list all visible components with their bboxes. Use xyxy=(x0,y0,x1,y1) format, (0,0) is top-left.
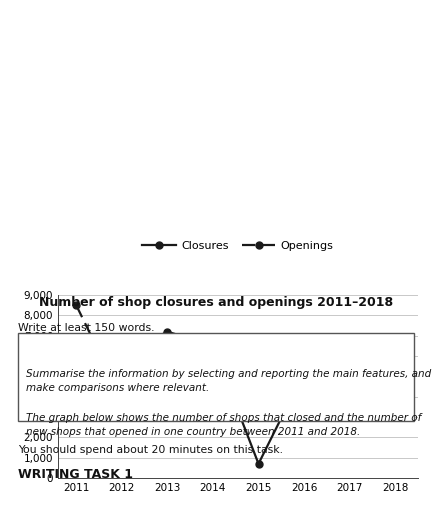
Text: WRITING TASK 1: WRITING TASK 1 xyxy=(18,468,133,481)
Text: The graph below shows the number of shops that closed and the number of
new shop: The graph below shows the number of shop… xyxy=(26,413,421,437)
Text: WRITING: WRITING xyxy=(183,460,252,474)
Text: Number of shop closures and openings 2011–2018: Number of shop closures and openings 201… xyxy=(39,296,393,309)
Text: Summarise the information by selecting and reporting the main features, and
make: Summarise the information by selecting a… xyxy=(26,369,431,393)
Text: You should spend about 20 minutes on this task.: You should spend about 20 minutes on thi… xyxy=(18,445,283,455)
Text: Write at least 150 words.: Write at least 150 words. xyxy=(18,323,155,333)
Legend: Closures, Openings: Closures, Openings xyxy=(138,237,338,255)
